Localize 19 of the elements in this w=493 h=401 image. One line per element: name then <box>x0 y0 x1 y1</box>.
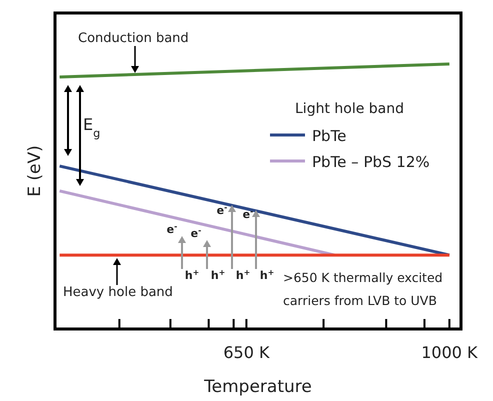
annotation: e$^{-}$ <box>190 226 202 240</box>
annotation: e$^{-}$ <box>216 202 228 217</box>
y-axis-title: E (eV) <box>25 145 45 197</box>
legend-label: PbTe – PbS 12% <box>312 153 430 171</box>
text: Conduction band <box>78 31 189 46</box>
legend-title: Light hole band <box>295 101 404 117</box>
annotation: e$^{-}$ <box>166 222 178 236</box>
x-tick-label: 650 K <box>223 343 270 362</box>
annotation: e$^{-}$ <box>242 206 254 221</box>
legend-label: PbTe <box>312 127 346 145</box>
annotation: >650 K thermally excited carriers from LVB to UVB <box>283 270 443 308</box>
annotation: h$^{+}$ <box>210 268 226 282</box>
annotation: h$^{+}$ <box>236 268 250 282</box>
annotation: h$^{+}$ <box>184 268 200 282</box>
annotation: E$_{g}$ <box>83 115 100 140</box>
x-axis-title: Temperature <box>203 377 312 397</box>
x-tick-label: 1000 K <box>421 343 478 362</box>
annotation: Heavy hole band <box>63 285 173 300</box>
annotation: h$^{+}$ <box>260 268 274 282</box>
